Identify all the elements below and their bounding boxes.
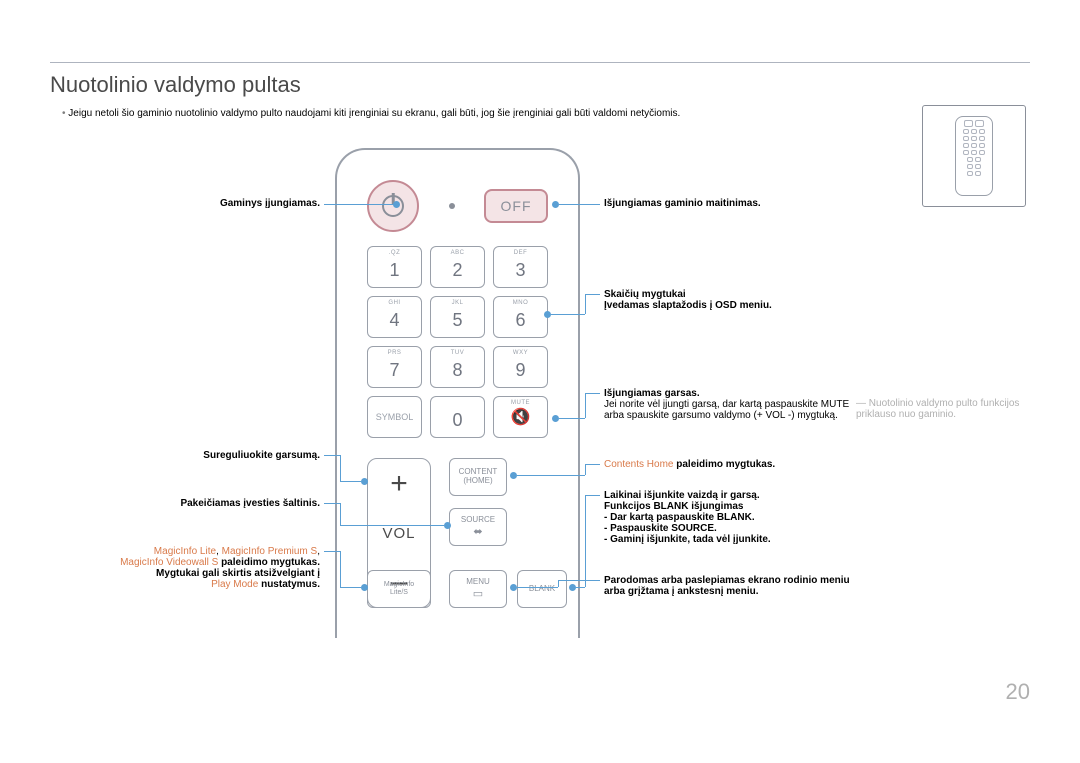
top-rule — [50, 62, 1030, 63]
source-button[interactable]: SOURCE ⬌ — [449, 508, 507, 546]
magicinfo-button[interactable]: MagicInfo Lite/S — [367, 570, 431, 608]
key-2[interactable]: ABC2 — [430, 246, 485, 288]
key-0[interactable]: 0 — [430, 396, 485, 438]
vol-label: VOL — [382, 525, 415, 542]
key-symbol[interactable]: SYMBOL — [367, 396, 422, 438]
key-3[interactable]: DEF3 — [493, 246, 548, 288]
blank-button[interactable]: BLANK — [517, 570, 567, 608]
side-note: ― Nuotolinio valdymo pulto funkcijos pri… — [856, 398, 1026, 420]
callout-blank: Laikinai išjunkite vaizdą ir garsą. Funk… — [604, 490, 854, 545]
menu-button[interactable]: MENU ▭ — [449, 570, 507, 608]
mute-icon: 🔇 — [511, 407, 531, 427]
remote-body: OFF .QZ1 ABC2 DEF3 GHI4 JKL5 MNO6 PRS7 T… — [335, 148, 580, 638]
callout-volume: Sureguliuokite garsumą. — [60, 450, 320, 461]
off-button[interactable]: OFF — [484, 189, 548, 223]
key-1[interactable]: .QZ1 — [367, 246, 422, 288]
key-mute[interactable]: MUTE🔇 — [493, 396, 548, 438]
key-8[interactable]: TUV8 — [430, 346, 485, 388]
ir-led — [449, 203, 455, 209]
callout-numpad: Skaičių mygtukai Įvedamas slaptažodis į … — [604, 289, 844, 311]
note-body: Nuotolinio valdymo pulto funkcijos prikl… — [856, 398, 1019, 420]
mini-remote — [955, 116, 993, 196]
callout-mute: Išjungiamas garsas. Jei norite vėl įjung… — [604, 388, 854, 421]
source-icon: ⬌ — [473, 526, 482, 538]
key-7[interactable]: PRS7 — [367, 346, 422, 388]
key-5[interactable]: JKL5 — [430, 296, 485, 338]
vol-up-icon: + — [390, 469, 408, 499]
callout-menu: Parodomas arba paslepiamas ekrano rodini… — [604, 575, 854, 597]
callout-off: Išjungiamas gaminio maitinimas. — [604, 198, 844, 209]
page-number: 20 — [1006, 679, 1030, 705]
callout-power-on: Gaminys įjungiamas. — [60, 198, 320, 209]
callout-source: Pakeičiamas įvesties šaltinis. — [60, 498, 320, 509]
key-6[interactable]: MNO6 — [493, 296, 548, 338]
page-title: Nuotolinio valdymo pultas — [50, 72, 301, 98]
key-4[interactable]: GHI4 — [367, 296, 422, 338]
callout-content-home: Contents Home paleidimo mygtukas. — [604, 459, 844, 470]
mini-remote-box — [922, 105, 1026, 207]
callout-magicinfo: MagicInfo Lite, MagicInfo Premium S, Mag… — [60, 546, 320, 590]
numeric-keypad: .QZ1 ABC2 DEF3 GHI4 JKL5 MNO6 PRS7 TUV8 … — [367, 246, 548, 438]
content-home-button[interactable]: CONTENT (HOME) — [449, 458, 507, 496]
menu-icon: ▭ — [473, 588, 483, 600]
note-dash: ― — [856, 398, 869, 409]
intro-text: Jeigu netoli šio gaminio nuotolinio vald… — [62, 108, 680, 119]
key-9[interactable]: WXY9 — [493, 346, 548, 388]
